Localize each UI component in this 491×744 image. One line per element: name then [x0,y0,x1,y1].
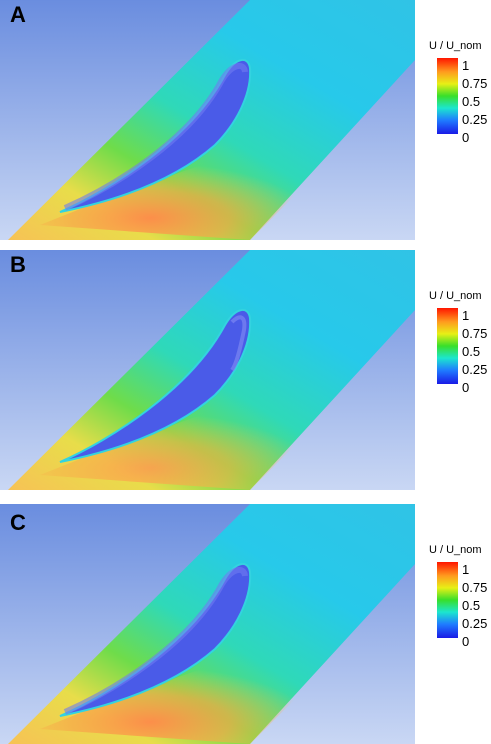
legend-tick: 0.25 [462,616,488,631]
separation-zone [63,566,248,715]
legend-tick: 1 [462,58,470,73]
panel-label: A [10,2,26,27]
panel-a: A U / U_nom 1 0.75 0.5 0.25 0 [0,0,491,248]
panel-c: C U / U_nom 1 0.75 0.5 0.25 0 [0,496,491,744]
legend-tick: 0.25 [462,112,488,127]
panel-b: B U / U_nom 1 0.75 0.5 0.25 0 [0,250,491,498]
high-velocity-region [40,644,330,744]
legend-tick: 0.75 [462,326,488,341]
airfoil-wake-region [59,309,252,463]
high-velocity-region [40,140,330,240]
colorbar [437,562,458,638]
legend-tick: 0 [462,130,470,145]
legend-tick: 0.5 [462,94,481,109]
legend-tick: 0.25 [462,362,488,377]
legend-tick: 0 [462,380,470,395]
colorbar-legend: U / U_nom 1 0.75 0.5 0.25 0 [429,40,491,150]
legend-tick: 0.75 [462,76,488,91]
colorbar [437,308,458,384]
colorbar-legend: U / U_nom 1 0.75 0.5 0.25 0 [429,544,491,654]
legend-title: U / U_nom [429,290,482,302]
legend-tick: 1 [462,562,470,577]
velocity-contour-plot-c [0,504,415,744]
separation-zone [63,62,248,211]
legend-tick: 1 [462,308,470,323]
separation-zone [230,315,247,372]
velocity-contour-plot-b [0,250,415,490]
colorbar [437,58,458,134]
colorbar-legend: U / U_nom 1 0.75 0.5 0.25 0 [429,290,491,400]
legend-tick: 0.5 [462,598,481,613]
high-velocity-region [40,390,330,490]
legend-tick: 0.5 [462,344,481,359]
legend-title: U / U_nom [429,40,482,52]
velocity-contour-plot-a [0,0,415,240]
legend-title: U / U_nom [429,544,482,556]
panel-label: C [10,510,26,535]
legend-tick: 0.75 [462,580,488,595]
panel-label: B [10,252,26,277]
legend-tick: 0 [462,634,470,649]
